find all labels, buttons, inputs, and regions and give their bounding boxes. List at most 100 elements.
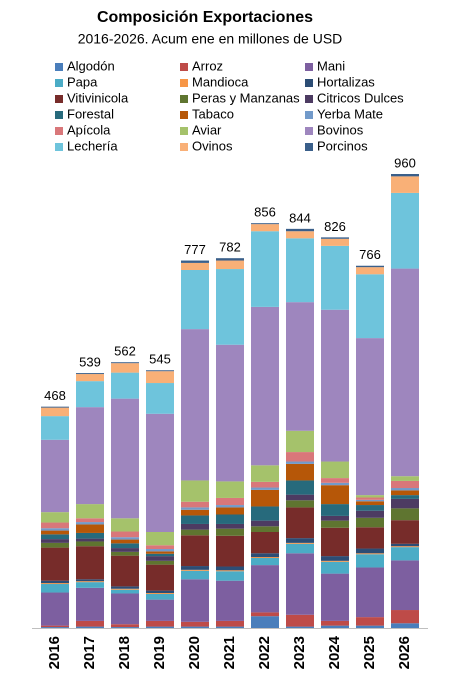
bar-segment xyxy=(181,579,209,622)
x-tick-label: 2026 xyxy=(396,636,413,669)
bar-segment xyxy=(216,505,244,508)
legend-swatch xyxy=(305,63,313,71)
bar-segment xyxy=(286,500,314,508)
bar-segment xyxy=(391,546,419,548)
bar-segment xyxy=(146,626,174,628)
bar-segment xyxy=(76,582,104,588)
x-tick-label: 2017 xyxy=(81,636,98,669)
bar-segment xyxy=(356,554,384,568)
total-label: 539 xyxy=(79,355,101,370)
bar-segment xyxy=(146,556,174,561)
bar-segment xyxy=(181,523,209,530)
bar-segment xyxy=(76,538,104,542)
bar-segment xyxy=(321,238,349,246)
bar-segment xyxy=(146,371,174,384)
bar-segment xyxy=(356,501,384,506)
bar-segment xyxy=(146,593,174,600)
bar-segment xyxy=(216,481,244,498)
bar-segment xyxy=(251,616,279,628)
bar-segment xyxy=(251,557,279,559)
bar-segment xyxy=(391,623,419,628)
bar-segment xyxy=(76,374,104,382)
bar-segment xyxy=(41,539,69,543)
bar-segment xyxy=(111,588,139,590)
bar-segment xyxy=(146,590,174,594)
bar-segment xyxy=(251,506,279,521)
bar-segment xyxy=(76,541,104,547)
bar-segment xyxy=(286,543,314,554)
bar-segment xyxy=(216,507,244,515)
bar-segment xyxy=(181,480,209,502)
bar-segment xyxy=(76,381,104,408)
bar-segment xyxy=(356,548,384,554)
bar-segment xyxy=(391,192,419,269)
total-label: 856 xyxy=(254,205,276,220)
bar-segment xyxy=(286,231,314,239)
bar-segment xyxy=(216,571,244,581)
bar-segment xyxy=(251,612,279,617)
legend-swatch xyxy=(305,79,313,87)
legend-label: Apícola xyxy=(67,122,111,137)
bar-segment xyxy=(251,526,279,532)
bar-segment xyxy=(111,624,139,628)
bar-segment xyxy=(391,508,419,521)
bar-segment xyxy=(251,231,279,307)
bar-segment xyxy=(356,517,384,528)
legend-swatch xyxy=(55,111,63,119)
bar-segment xyxy=(321,461,349,479)
bar-segment xyxy=(286,461,314,464)
bar-segment xyxy=(391,176,419,193)
bar-segment xyxy=(321,561,349,574)
bar-segment xyxy=(356,617,384,626)
bar-segment xyxy=(111,363,139,373)
bar-segment xyxy=(181,529,209,536)
bar-segment xyxy=(286,463,314,481)
bar-segment xyxy=(41,528,69,531)
bar-segment xyxy=(76,504,104,519)
bar-segment xyxy=(216,497,244,506)
x-tick-label: 2021 xyxy=(221,636,238,669)
legend-swatch xyxy=(55,79,63,87)
bar-segment xyxy=(41,627,69,628)
legend-label: Forestal xyxy=(67,106,114,121)
bar-segment xyxy=(391,560,419,611)
bar-segment xyxy=(391,543,419,547)
legend-swatch xyxy=(305,127,313,135)
bar-segment xyxy=(356,625,384,628)
legend-label: Peras y Manzanas xyxy=(192,90,300,105)
bar-segment xyxy=(321,309,349,462)
legend-swatch xyxy=(180,63,188,71)
bar-segment xyxy=(356,567,384,618)
bar-segment xyxy=(286,494,314,501)
bar-segment xyxy=(41,407,69,417)
total-label: 766 xyxy=(359,247,381,262)
bar-segment xyxy=(216,260,244,270)
bar-segment xyxy=(181,626,209,628)
bar-segment xyxy=(286,430,314,453)
bar-segment xyxy=(146,593,174,594)
bar-segment xyxy=(41,625,69,628)
bar-segment xyxy=(216,269,244,345)
bar-segment xyxy=(146,531,174,546)
bar-segment xyxy=(41,439,69,513)
bar-segment xyxy=(41,512,69,523)
bar-segment xyxy=(181,569,209,571)
bar-segment xyxy=(111,586,139,589)
bar-segment xyxy=(391,490,419,496)
bar-segment xyxy=(41,592,69,626)
bar-segment xyxy=(391,268,419,477)
legend-swatch xyxy=(55,95,63,103)
bar-segment xyxy=(146,549,174,552)
bar-segment xyxy=(146,545,174,550)
bar-segment xyxy=(76,407,104,505)
bar-segment xyxy=(356,499,384,502)
bar-segment xyxy=(286,507,314,539)
legend-label: Hortalizas xyxy=(317,74,375,89)
legend-swatch xyxy=(180,127,188,135)
bar-segment xyxy=(321,560,349,562)
bar-segment xyxy=(251,531,279,554)
x-tick-label: 2019 xyxy=(151,636,168,669)
bar-segment xyxy=(111,518,139,532)
legend-swatch xyxy=(305,111,313,119)
